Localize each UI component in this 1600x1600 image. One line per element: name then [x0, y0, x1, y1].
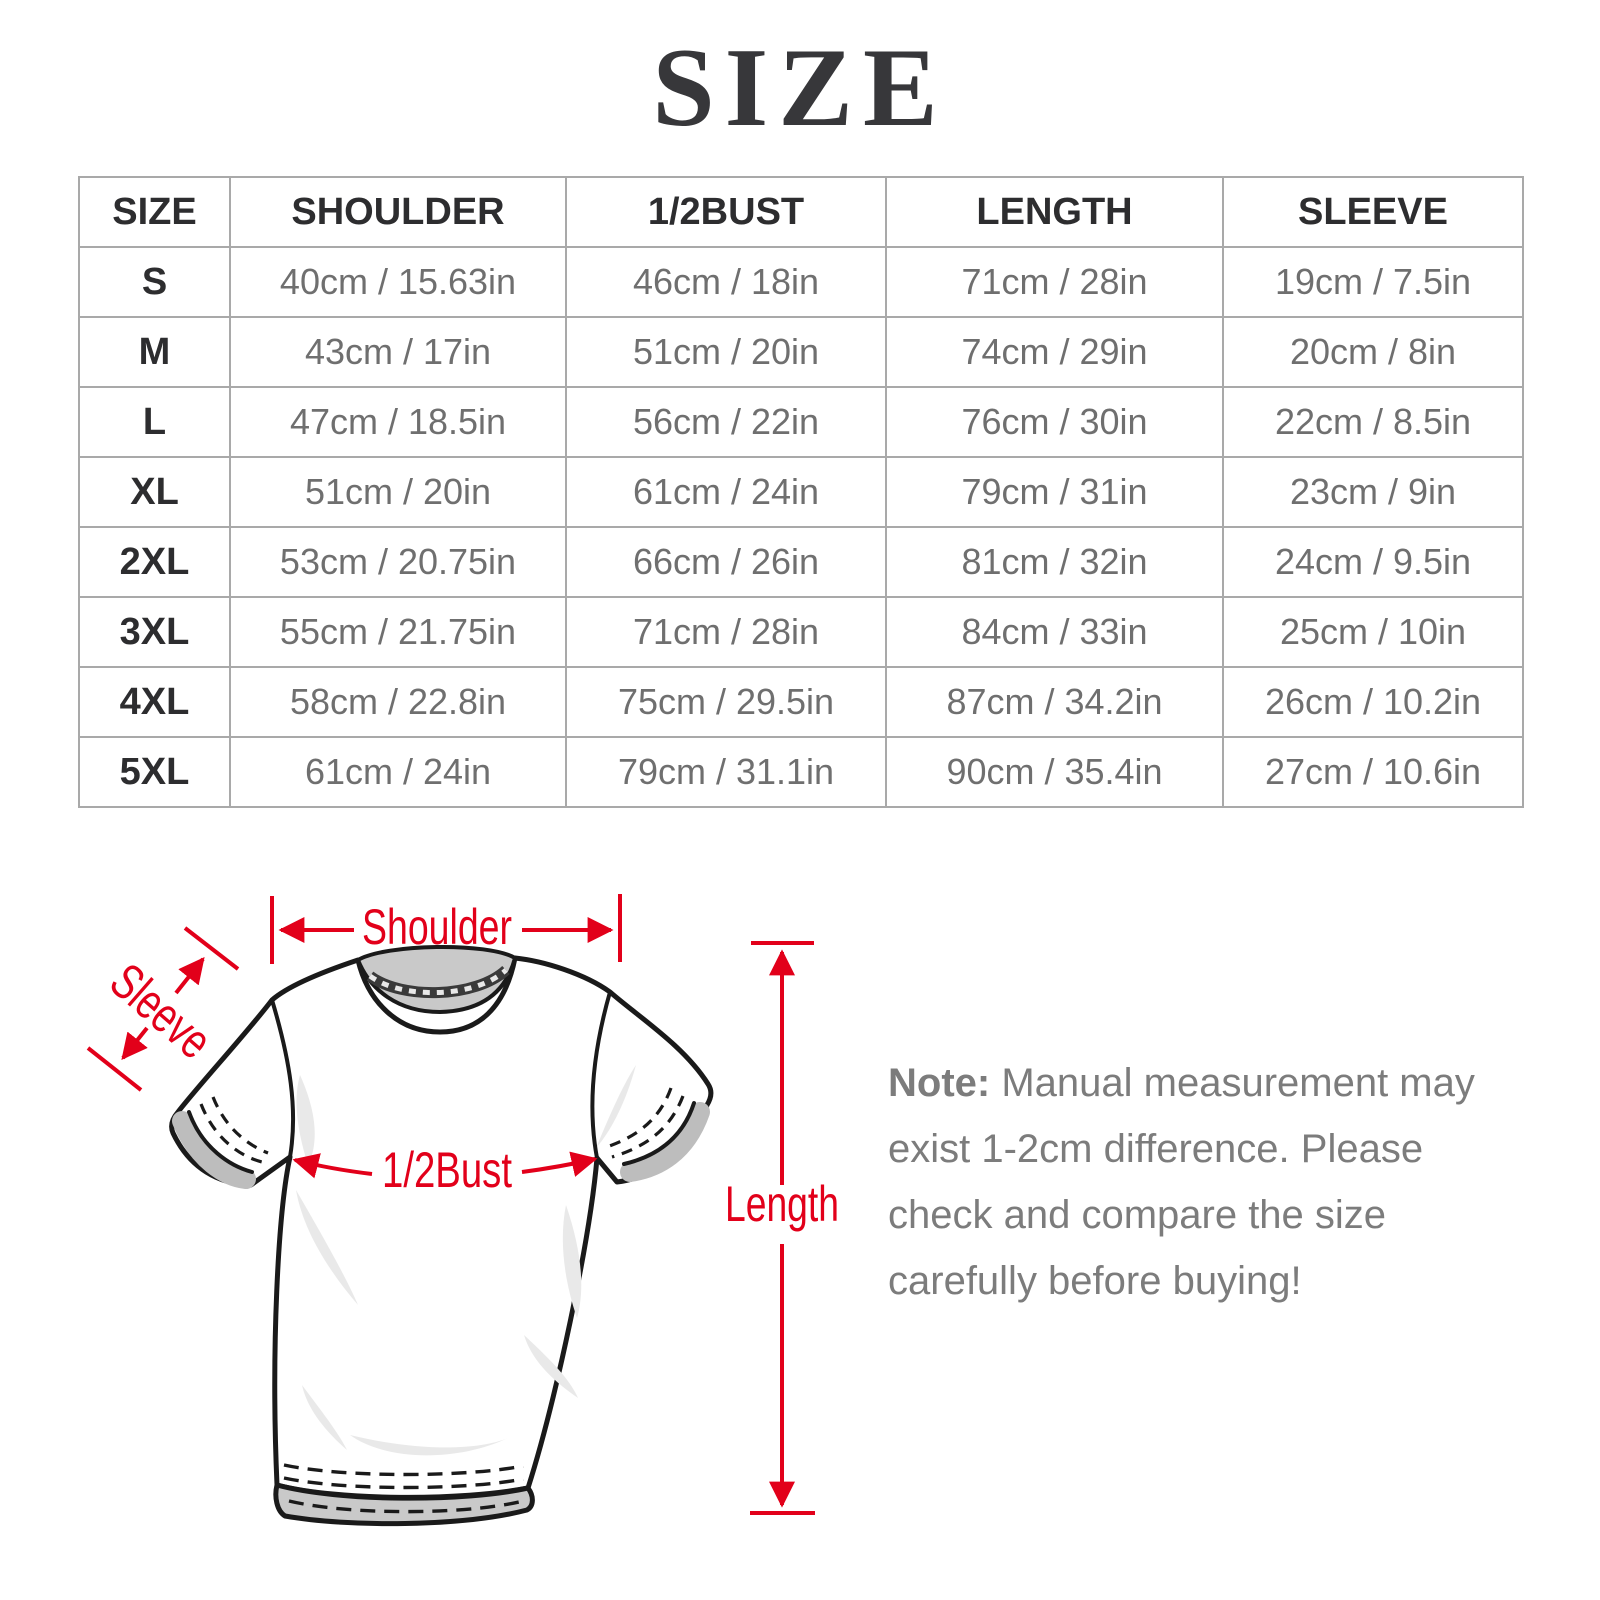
sleeve-tick-top [183, 926, 240, 971]
note-text: Manual measurement may exist 1-2cm diffe… [888, 1061, 1475, 1303]
page-title: SIZE [652, 26, 948, 150]
shoulder-value: 40cm / 15.63in [229, 246, 567, 318]
length-annotation: Length [725, 941, 839, 1515]
shoulder-value: 58cm / 22.8in [229, 666, 567, 738]
length-value: 90cm / 35.4in [885, 736, 1224, 808]
hem-stitching [283, 1463, 524, 1477]
bust-value: 75cm / 29.5in [565, 666, 887, 738]
measurement-note: Note: Manual measurement may exist 1-2cm… [888, 1050, 1488, 1314]
left-sleeve-seam [270, 998, 296, 1159]
sleeve-value: 27cm / 10.6in [1222, 736, 1524, 808]
bust-value: 51cm / 20in [565, 316, 887, 388]
length-value: 81cm / 32in [885, 526, 1224, 598]
right-cuff-stitching [603, 1087, 673, 1150]
size-label: L [78, 386, 231, 458]
wrinkle [350, 1435, 508, 1456]
left-cuff-stitching [199, 1103, 263, 1164]
shoulder-value: 61cm / 24in [229, 736, 567, 808]
sleeve-value: 19cm / 7.5in [1222, 246, 1524, 318]
bust-label: 1/2Bust [382, 1142, 512, 1198]
header-bust: 1/2BUST [565, 176, 887, 248]
table-row: 4XL 58cm / 22.8in 75cm / 29.5in 87cm / 3… [78, 666, 1524, 738]
shoulder-value: 53cm / 20.75in [229, 526, 567, 598]
bust-arrow-left [292, 1153, 373, 1179]
wrinkle [302, 1385, 347, 1450]
table-header-row: SIZE SHOULDER 1/2BUST LENGTH SLEEVE [78, 176, 1524, 248]
header-length: LENGTH [885, 176, 1224, 248]
sleeve-value: 22cm / 8.5in [1222, 386, 1524, 458]
hem-lip-stitching [288, 1499, 520, 1514]
size-label: 4XL [78, 666, 231, 738]
size-table: SIZE SHOULDER 1/2BUST LENGTH SLEEVE S 40… [78, 176, 1524, 808]
length-value: 71cm / 28in [885, 246, 1224, 318]
sleeve-value: 25cm / 10in [1222, 596, 1524, 668]
length-value: 84cm / 33in [885, 596, 1224, 668]
bust-value: 71cm / 28in [565, 596, 887, 668]
bust-annotation: 1/2Bust [292, 1142, 598, 1198]
left-cuff-stitching [211, 1096, 269, 1155]
wrinkle [596, 1065, 636, 1148]
left-cuff-edge [187, 1110, 254, 1174]
bust-value: 56cm / 22in [565, 386, 887, 458]
sleeve-label: Sleeve [100, 952, 223, 1069]
wrinkle [562, 1205, 582, 1318]
shoulder-annotation: Shoulder [270, 894, 622, 964]
size-label: S [78, 246, 231, 318]
bust-value: 79cm / 31.1in [565, 736, 887, 808]
tshirt-outline [169, 955, 714, 1500]
left-cuff-inside [172, 1111, 256, 1189]
sleeve-value: 23cm / 9in [1222, 456, 1524, 528]
table-row: M 43cm / 17in 51cm / 20in 74cm / 29in 20… [78, 316, 1524, 388]
bust-value: 61cm / 24in [565, 456, 887, 528]
header-shoulder: SHOULDER [229, 176, 567, 248]
collar-tape-stitch [368, 968, 508, 996]
table-row: 5XL 61cm / 24in 79cm / 31.1in 90cm / 35.… [78, 736, 1524, 808]
sleeve-value: 26cm / 10.2in [1222, 666, 1524, 738]
collar-inside [355, 944, 518, 1015]
size-label: XL [78, 456, 231, 528]
right-cuff-edge [622, 1101, 696, 1166]
bust-value: 46cm / 18in [565, 246, 887, 318]
length-value: 74cm / 29in [885, 316, 1224, 388]
length-value: 79cm / 31in [885, 456, 1224, 528]
size-label: 2XL [78, 526, 231, 598]
wrinkle [524, 1335, 578, 1398]
length-value: 76cm / 30in [885, 386, 1224, 458]
note-label: Note: [888, 1061, 991, 1105]
sleeve-tick-bottom [86, 1046, 143, 1092]
hem-stitching [283, 1476, 524, 1490]
shoulder-value: 51cm / 20in [229, 456, 567, 528]
length-label: Length [725, 1176, 839, 1232]
right-sleeve-seam [590, 990, 612, 1160]
shoulder-value: 55cm / 21.75in [229, 596, 567, 668]
size-label: 3XL [78, 596, 231, 668]
table-row: 2XL 53cm / 20.75in 66cm / 26in 81cm / 32… [78, 526, 1524, 598]
table-row: XL 51cm / 20in 61cm / 24in 79cm / 31in 2… [78, 456, 1524, 528]
header-size: SIZE [78, 176, 231, 248]
length-value: 87cm / 34.2in [885, 666, 1224, 738]
table-row: 3XL 55cm / 21.75in 71cm / 28in 84cm / 33… [78, 596, 1524, 668]
shoulder-value: 47cm / 18.5in [229, 386, 567, 458]
bust-value: 66cm / 26in [565, 526, 887, 598]
size-label: 5XL [78, 736, 231, 808]
right-cuff-stitching [611, 1095, 685, 1159]
right-cuff-inside [620, 1102, 710, 1182]
shoulder-label: Shoulder [362, 899, 512, 955]
table-row: L 47cm / 18.5in 56cm / 22in 76cm / 30in … [78, 386, 1524, 458]
size-label: M [78, 316, 231, 388]
sleeve-value: 24cm / 9.5in [1222, 526, 1524, 598]
tshirt-measurement-diagram: Shoulder Sleeve 1/2Bust Length [86, 894, 839, 1527]
bust-arrow-right [521, 1151, 598, 1177]
tshirt-drawing [169, 944, 714, 1527]
hem-lip [273, 1482, 535, 1527]
wrinkle [296, 1075, 315, 1165]
sleeve-value: 20cm / 8in [1222, 316, 1524, 388]
shoulder-value: 43cm / 17in [229, 316, 567, 388]
wrinkle [296, 1190, 358, 1305]
header-sleeve: SLEEVE [1222, 176, 1524, 248]
sleeve-arrow-up [174, 956, 205, 995]
sleeve-arrow-down [121, 1026, 149, 1061]
table-row: S 40cm / 15.63in 46cm / 18in 71cm / 28in… [78, 246, 1524, 318]
